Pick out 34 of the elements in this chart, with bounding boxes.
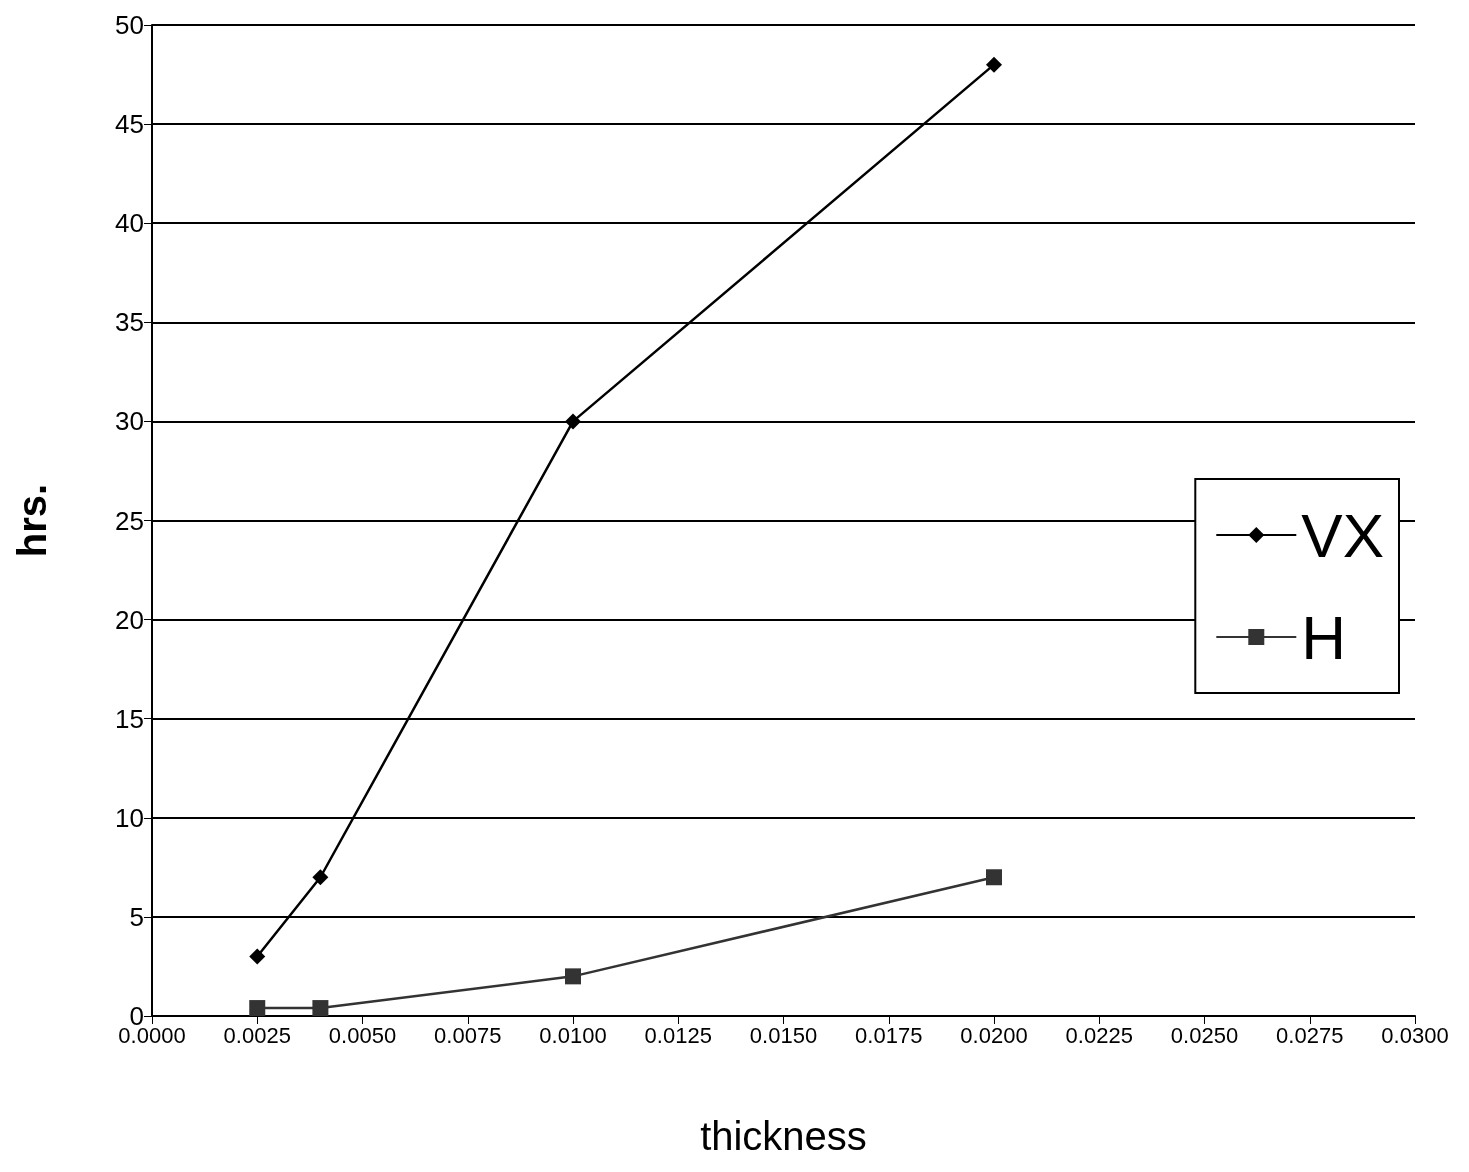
x-tick-label: 0.0150	[749, 1022, 818, 1048]
x-tick-label: 0.0200	[960, 1022, 1028, 1048]
x-tick-label: 0.0025	[223, 1022, 291, 1048]
x-tick-label: 0.0050	[328, 1022, 397, 1048]
x-tick-label: 0.0175	[855, 1022, 923, 1048]
x-tick-label: 0.0225	[1065, 1022, 1133, 1048]
point	[565, 968, 581, 985]
y-tick-label: 5	[129, 901, 144, 932]
point	[986, 869, 1002, 886]
x-tick-label: 0.0125	[644, 1022, 712, 1048]
y-tick-label: 10	[115, 802, 144, 833]
y-tick-label: 45	[115, 109, 144, 140]
y-tick-label: 35	[115, 307, 144, 338]
point	[249, 1000, 266, 1017]
legend-label: H	[1301, 602, 1347, 672]
y-axis-title: hrs.	[10, 483, 54, 558]
y-tick-label: 20	[115, 604, 144, 635]
point	[249, 948, 266, 965]
point	[986, 56, 1002, 73]
x-tick-label: 0.0300	[1381, 1022, 1449, 1048]
y-tick-label: 15	[115, 703, 144, 734]
x-tick-label: 0.0275	[1276, 1022, 1344, 1048]
point	[312, 869, 329, 886]
y-tick-label: 50	[115, 10, 144, 40]
x-tick-label: 0.0075	[434, 1022, 502, 1048]
y-tick-label: 30	[115, 406, 144, 437]
point	[312, 1000, 329, 1017]
legend-label: VX	[1301, 500, 1385, 570]
x-tick-label: 0.0100	[539, 1022, 607, 1048]
point	[565, 413, 581, 430]
y-tick-label: 25	[115, 505, 144, 536]
y-tick-label: 40	[115, 208, 144, 239]
x-tick-label: 0.0250	[1170, 1022, 1239, 1048]
x-axis-title: thickness	[700, 1114, 867, 1158]
